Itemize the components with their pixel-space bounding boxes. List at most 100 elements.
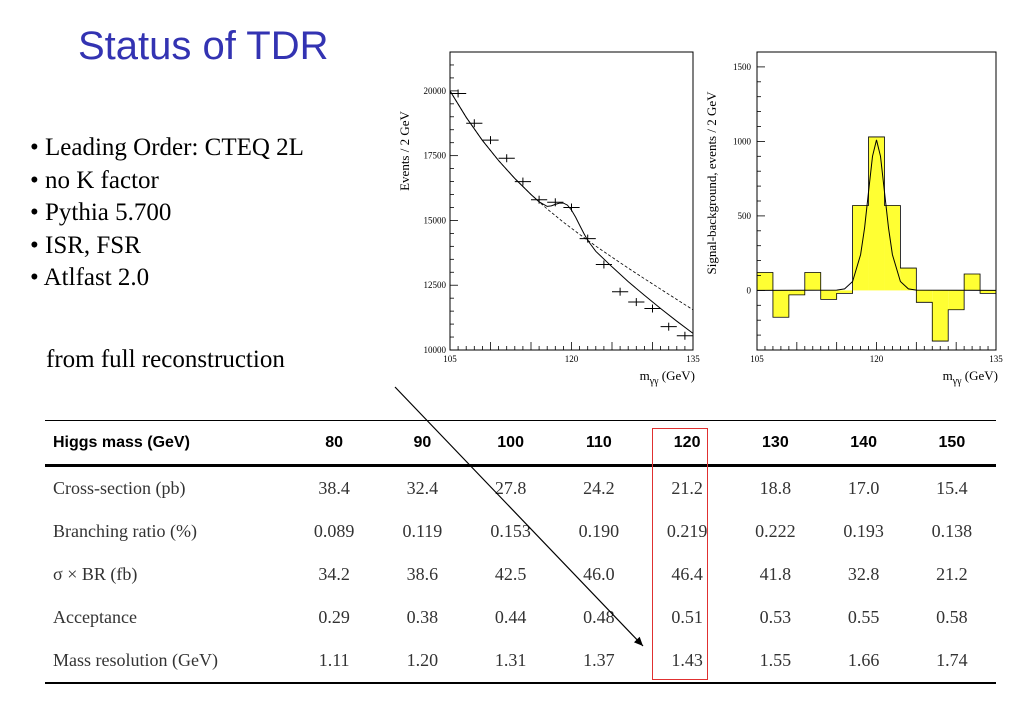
table-cell: 46.4 bbox=[671, 564, 703, 584]
y-tick-label: 10000 bbox=[424, 345, 447, 355]
table-cell: 24.2 bbox=[583, 478, 615, 498]
table-cell: 0.44 bbox=[494, 607, 527, 627]
y-tick-label: 500 bbox=[738, 211, 752, 221]
histogram-bar bbox=[868, 136, 885, 291]
table-cell: 0.089 bbox=[313, 521, 355, 541]
data-point bbox=[660, 322, 677, 331]
x-axis-label: mγγ (GeV) bbox=[943, 368, 998, 387]
background-fit-curve bbox=[449, 90, 694, 311]
row-label: Acceptance bbox=[53, 607, 137, 627]
bullet-item: • Atlfast 2.0 bbox=[30, 264, 150, 291]
row-label: Cross-section (pb) bbox=[53, 478, 186, 498]
histogram-bar bbox=[788, 290, 805, 295]
table-cell: 0.51 bbox=[671, 607, 703, 627]
table-cell: 27.8 bbox=[494, 478, 527, 498]
x-axis-label-unit: (GeV) bbox=[659, 368, 695, 383]
bullet-item: • no K factor bbox=[30, 166, 159, 194]
y-tick-label: 0 bbox=[747, 285, 752, 295]
histogram-bar bbox=[820, 290, 837, 300]
y-tick-label: 17500 bbox=[424, 151, 447, 161]
signal-fit-curve bbox=[756, 139, 997, 291]
table-cell: 21.2 bbox=[936, 564, 968, 584]
table-cell: 38.6 bbox=[406, 564, 439, 584]
background-mass-plot: 10000 12500 15000 17500 20000 105 120 135 Events… bbox=[397, 51, 700, 387]
table-cell: 0.153 bbox=[490, 521, 531, 541]
table-header-mass: 150 bbox=[907, 420, 996, 467]
slide-title: Status of TDR bbox=[78, 24, 329, 68]
data-point bbox=[482, 136, 499, 145]
y-tick-label: 12500 bbox=[424, 280, 447, 290]
table-row: σ × BR (fb) 34.2 38.6 42.5 46.0 46.4 41.8 32.8 2… bbox=[45, 553, 996, 596]
table-cell: 1.66 bbox=[819, 639, 908, 684]
table-header-row: Higgs mass (GeV) 80 90 100 110 120 130 1… bbox=[45, 420, 996, 467]
histogram-bar bbox=[932, 290, 949, 342]
y-tick-label: 20000 bbox=[424, 86, 447, 96]
table-row: Acceptance 0.29 0.38 0.44 0.48 0.51 0.53 0.55 0.… bbox=[45, 596, 996, 639]
table-cell: 0.119 bbox=[402, 521, 443, 541]
x-tick-label: 105 bbox=[750, 354, 764, 364]
data-point bbox=[563, 203, 580, 212]
table-cell: 46.0 bbox=[583, 564, 615, 584]
data-point bbox=[450, 89, 467, 98]
table-header-mass: 120 bbox=[643, 420, 732, 467]
data-point bbox=[547, 198, 564, 207]
data-point bbox=[595, 260, 612, 269]
table-header-mass: 80 bbox=[290, 420, 379, 467]
data-point bbox=[531, 195, 548, 204]
table-cell: 0.48 bbox=[583, 607, 615, 627]
data-point bbox=[644, 304, 661, 313]
table-header-mass: 110 bbox=[554, 420, 643, 467]
table-cell: 0.38 bbox=[406, 607, 439, 627]
data-point bbox=[628, 298, 645, 307]
signal-minus-background-plot: 0 500 1000 1500 105 120 135 Signal-background, … bbox=[704, 51, 1003, 387]
table-row: Cross-section (pb) 38.4 32.4 27.8 24.2 21.2 18… bbox=[45, 466, 996, 511]
table-row: Mass resolution (GeV) 1.11 1.20 1.31 1.37 1.4… bbox=[45, 639, 996, 684]
histogram-bar bbox=[980, 290, 996, 294]
bullet-item: • Leading Order: CTEQ 2L bbox=[30, 134, 304, 161]
histogram-bar bbox=[964, 274, 981, 291]
table-cell: 34.2 bbox=[318, 564, 350, 584]
table-header-mass: 90 bbox=[378, 420, 467, 467]
x-axis-label-unit: (GeV) bbox=[962, 368, 998, 383]
table-cell: 21.2 bbox=[671, 478, 703, 498]
histogram-bar bbox=[900, 268, 917, 291]
table-cell: 1.37 bbox=[554, 639, 643, 684]
histogram-bar bbox=[804, 272, 821, 291]
data-point bbox=[579, 234, 596, 243]
histogram-bar bbox=[772, 290, 789, 318]
table-cell: 17.0 bbox=[847, 478, 880, 498]
table-cell: 0.55 bbox=[847, 607, 880, 627]
table-cell: 1.55 bbox=[731, 639, 820, 684]
table-cell: 1.11 bbox=[290, 639, 379, 684]
data-point bbox=[612, 287, 629, 296]
table-header-mass: 140 bbox=[819, 420, 908, 467]
x-axis-label: mγγ (GeV) bbox=[640, 368, 695, 387]
bullet-item: • Pythia 5.700 bbox=[30, 199, 172, 226]
histogram-bar bbox=[757, 272, 773, 291]
table-cell: 15.4 bbox=[936, 478, 968, 498]
table-cell: 18.8 bbox=[759, 478, 792, 498]
table-row: Branching ratio (%) 0.089 0.119 0.153 0.190 0… bbox=[45, 510, 996, 553]
signal-plus-background-fit-curve bbox=[449, 90, 694, 334]
table-cell: 0.219 bbox=[666, 521, 708, 541]
table-cell: 1.74 bbox=[907, 639, 996, 684]
table-cell: 38.4 bbox=[318, 478, 350, 498]
y-tick-label: 15000 bbox=[424, 215, 447, 225]
table-cell: 32.8 bbox=[847, 564, 880, 584]
bullet-item: • ISR, FSR bbox=[30, 231, 141, 259]
table-cell: 41.8 bbox=[759, 564, 792, 584]
data-point bbox=[498, 154, 515, 163]
reconstruction-note: from full reconstruction bbox=[46, 346, 285, 373]
data-point bbox=[514, 177, 531, 186]
row-label: Branching ratio (%) bbox=[53, 521, 197, 541]
x-axis-label-subscript: γγ bbox=[649, 376, 659, 387]
y-tick-label: 1500 bbox=[733, 62, 752, 72]
table-cell: 0.138 bbox=[931, 521, 973, 541]
histogram-bar bbox=[884, 205, 901, 291]
x-tick-label: 135 bbox=[686, 354, 700, 364]
row-label: σ × BR (fb) bbox=[53, 564, 138, 584]
x-tick-label: 120 bbox=[565, 354, 579, 364]
row-label: Mass resolution (GeV) bbox=[45, 639, 290, 684]
table-header-mass: 100 bbox=[466, 420, 555, 467]
higgs-parameter-table: Higgs mass (GeV) 80 90 100 110 120 130 1… bbox=[45, 420, 996, 684]
